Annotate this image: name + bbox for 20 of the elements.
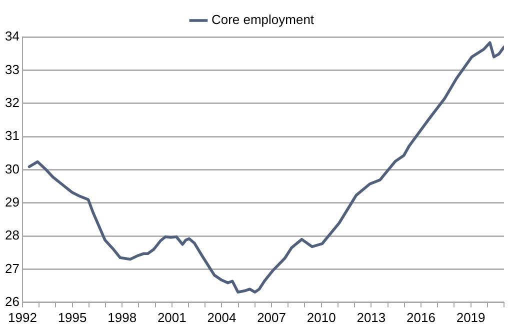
y-tick-label: 30 (4, 161, 20, 176)
x-tick-label: 2001 (157, 310, 186, 325)
y-tick-label: 29 (4, 194, 20, 210)
x-tick-label: 1995 (58, 310, 87, 325)
x-tick-label: 2019 (456, 310, 486, 325)
y-tick-label: 32 (4, 94, 20, 110)
y-tick-label: 33 (4, 62, 20, 77)
x-tick-label: 2013 (356, 310, 386, 325)
y-tick-label: 28 (4, 228, 20, 243)
x-tick-label: 2004 (207, 310, 236, 325)
x-tick-label: 1992 (8, 310, 37, 325)
y-tick-label: 34 (4, 28, 20, 44)
y-tick-label: 27 (4, 260, 20, 276)
x-tick-label: 2016 (406, 310, 436, 325)
x-tick-label: 1998 (108, 310, 137, 325)
x-tick-label: 2010 (306, 310, 336, 325)
y-tick-label: 26 (4, 294, 20, 309)
legend-label: Core employment (211, 12, 314, 28)
x-tick-label: 2007 (257, 310, 286, 325)
y-tick-label: 31 (4, 128, 20, 144)
